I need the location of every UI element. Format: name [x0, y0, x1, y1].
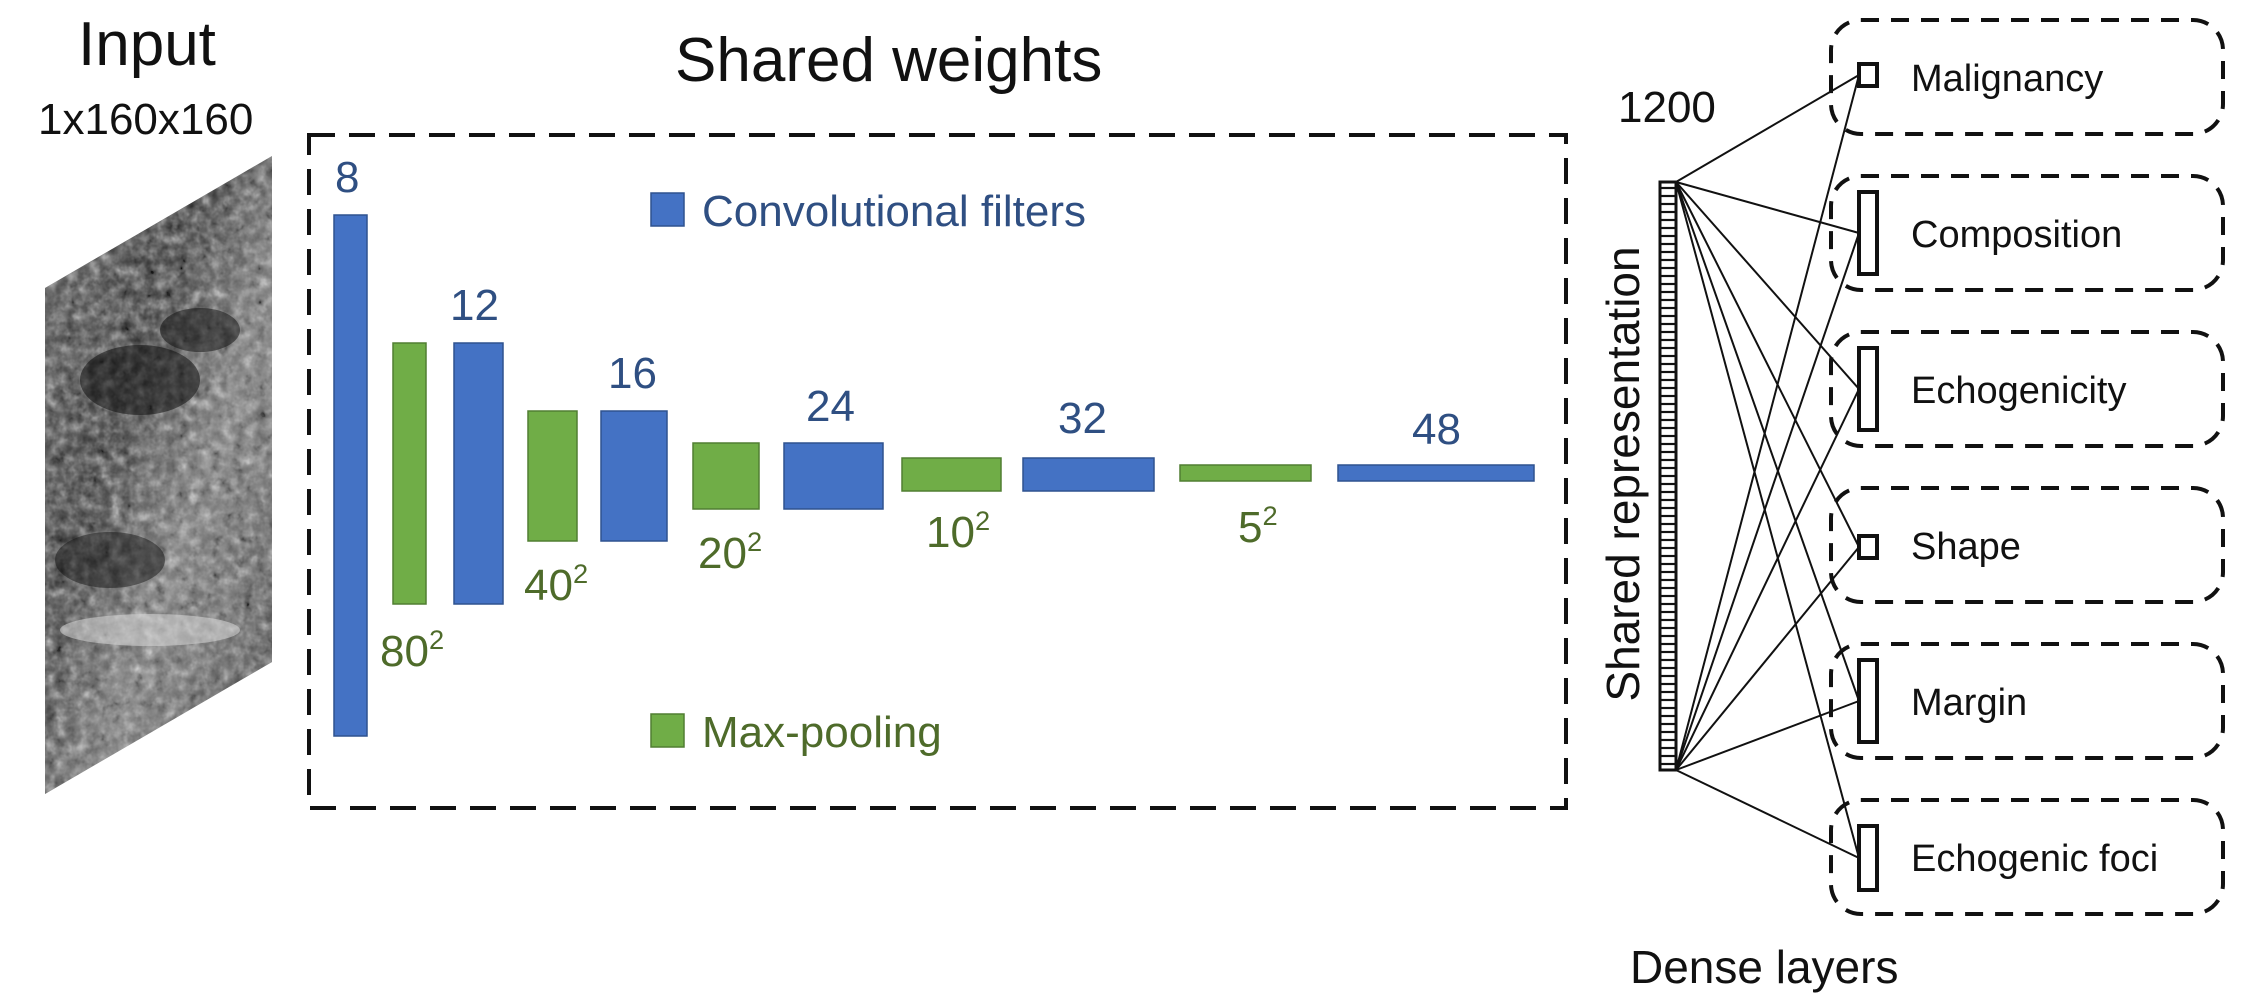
head-box-shape: [1829, 486, 2225, 604]
dense-connection-line: [1675, 388, 1860, 771]
dense-connection-line: [1675, 74, 1860, 771]
conv-label: 48: [1412, 405, 1461, 454]
conv-layer-block: [333, 214, 368, 737]
pool-label-base: 5: [1238, 502, 1263, 552]
head-box-echogenic-foci: [1829, 798, 2225, 916]
head-box-echogenicity: [1829, 330, 2225, 448]
pool-layer-block: [392, 342, 427, 605]
pool-label-base: 40: [524, 560, 573, 610]
head-box-malignancy: [1829, 18, 2225, 136]
dense-connections: [1675, 74, 1860, 859]
legend-pool-label: Max-pooling: [702, 708, 942, 757]
conv-layer-block: [1337, 464, 1535, 482]
shared-weights-frame: [307, 133, 1568, 810]
conv-label: 12: [450, 281, 499, 330]
shared-weights-title: Shared weights: [675, 26, 1103, 95]
dense-connection-line: [1675, 546, 1860, 771]
dense-connection-line: [1675, 74, 1860, 183]
head-unit-echogenicity: [1857, 346, 1879, 432]
head-label-shape: Shape: [1911, 526, 2021, 568]
head-label-malignancy: Malignancy: [1911, 58, 2104, 100]
input-title: Input: [78, 10, 216, 79]
legend-pool-swatch: [650, 713, 685, 748]
dense-connection-line: [1675, 181, 1860, 702]
head-label-margin: Margin: [1911, 682, 2028, 724]
head-unit-margin: [1857, 658, 1879, 744]
pool-layer-block: [901, 457, 1002, 492]
head-box-composition: [1829, 174, 2225, 292]
head-unit-malignancy: [1857, 62, 1879, 88]
pool-label-exp: 2: [974, 505, 991, 536]
pool-label-base: 80: [380, 626, 429, 676]
head-label-composition: Composition: [1911, 214, 2123, 256]
pool-layer-block: [692, 442, 760, 510]
pool-label: 802: [380, 626, 444, 674]
pool-label: 102: [926, 507, 990, 555]
head-unit-composition: [1857, 190, 1879, 276]
head-box-margin: [1829, 642, 2225, 760]
pool-label-base: 20: [698, 528, 747, 578]
dense-connection-line: [1675, 232, 1860, 771]
legend-conv-swatch: [650, 192, 685, 227]
pool-label-base: 10: [926, 507, 975, 557]
representation-label: Shared representation: [1597, 246, 1649, 702]
representation-size: 1200: [1618, 83, 1716, 132]
head-label-echogenic-foci: Echogenic foci: [1911, 838, 2159, 880]
head-label-echogenicity: Echogenicity: [1911, 370, 2127, 412]
pool-label: 202: [698, 528, 762, 576]
dense-connection-line: [1675, 769, 1860, 859]
conv-label: 16: [608, 349, 657, 398]
conv-label: 24: [806, 382, 855, 431]
input-shape: 1x160x160: [38, 95, 254, 144]
pool-label-exp: 2: [428, 624, 445, 655]
head-unit-shape: [1857, 534, 1879, 560]
dense-layers-caption: Dense layers: [1630, 941, 1899, 993]
conv-layer-block: [1022, 457, 1155, 492]
pool-label-exp: 2: [572, 558, 589, 589]
dense-connection-line: [1675, 700, 1860, 771]
dense-connection-line: [1675, 181, 1860, 859]
pool-label-exp: 2: [746, 526, 763, 557]
legend-conv-label: Convolutional filters: [702, 187, 1086, 236]
pool-layer-block: [527, 410, 578, 542]
layer-blocks: [333, 214, 1535, 737]
dense-connection-line: [1675, 181, 1860, 390]
input-ultrasound-image: [45, 156, 272, 794]
shared-representation-vector: [1658, 180, 1678, 772]
pool-layer-block: [1179, 464, 1312, 482]
conv-layer-block: [783, 442, 884, 510]
output-heads: [1829, 18, 2225, 916]
pool-label: 52: [1238, 502, 1278, 550]
conv-layer-block: [453, 342, 504, 605]
conv-label: 8: [335, 153, 360, 202]
pool-label: 402: [524, 560, 588, 608]
pool-label-exp: 2: [1262, 500, 1278, 531]
dense-connection-line: [1675, 181, 1860, 234]
dense-connection-line: [1675, 181, 1860, 548]
conv-label: 32: [1058, 394, 1107, 443]
conv-layer-block: [600, 410, 668, 542]
head-unit-echogenic-foci: [1857, 824, 1879, 892]
